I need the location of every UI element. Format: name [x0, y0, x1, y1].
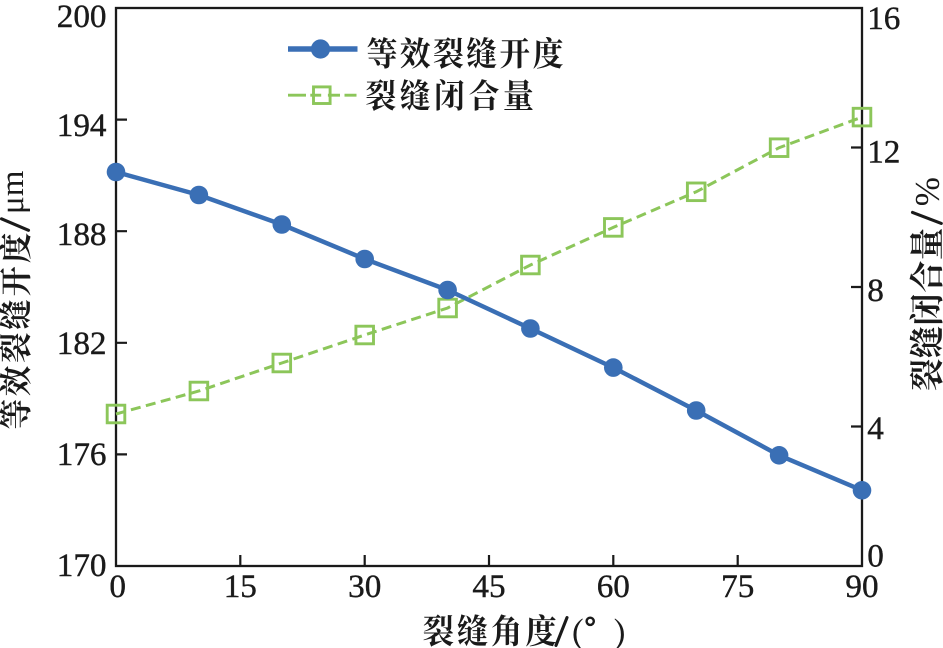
svg-text:0: 0: [867, 538, 884, 575]
svg-text:30: 30: [348, 568, 381, 605]
svg-text:12: 12: [867, 134, 900, 171]
svg-text:90: 90: [845, 568, 878, 605]
svg-text:75: 75: [721, 568, 754, 605]
svg-text:4: 4: [867, 410, 884, 447]
svg-text:60: 60: [597, 568, 630, 605]
svg-text:188: 188: [57, 216, 107, 253]
svg-text:8: 8: [867, 272, 884, 309]
svg-text:176: 176: [57, 436, 107, 473]
svg-text:182: 182: [57, 325, 107, 362]
svg-text:45: 45: [472, 568, 505, 605]
svg-text:15: 15: [224, 568, 257, 605]
svg-text:200: 200: [57, 0, 107, 35]
svg-text:μm: μm: [0, 170, 31, 214]
svg-text:194: 194: [57, 107, 107, 144]
svg-text:0: 0: [109, 568, 126, 605]
svg-text:170: 170: [57, 547, 107, 584]
svg-text:%: %: [908, 177, 943, 206]
svg-text:16: 16: [867, 0, 900, 37]
